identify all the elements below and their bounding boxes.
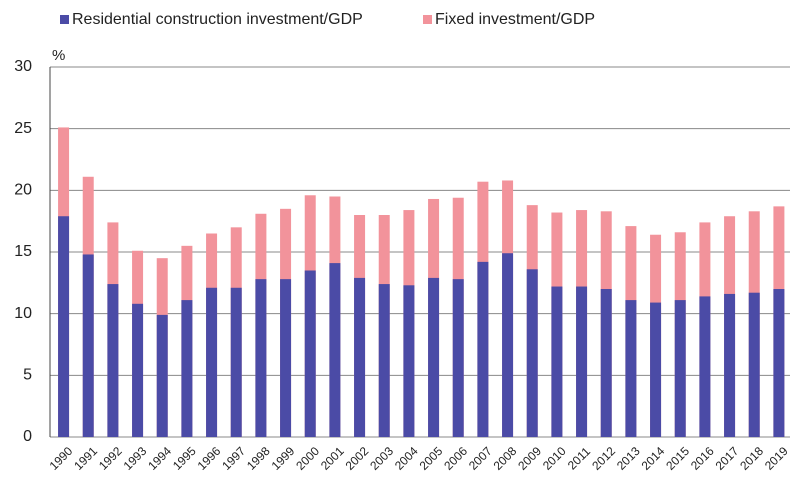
legend-swatch <box>60 15 69 24</box>
bar <box>576 286 588 437</box>
x-tick-label: 2012 <box>589 444 618 473</box>
bar <box>206 287 218 437</box>
bar <box>724 293 736 437</box>
bar <box>551 286 563 437</box>
legend-swatch <box>423 15 432 24</box>
x-tick-label: 2019 <box>762 444 790 473</box>
x-tick-label: 1999 <box>269 444 298 473</box>
bar <box>132 303 144 437</box>
x-tick-label: 2014 <box>639 444 668 473</box>
y-tick-label: 25 <box>14 120 32 137</box>
x-tick-label: 1991 <box>71 444 100 473</box>
x-tick-label: 2013 <box>614 444 643 473</box>
y-tick-label: 30 <box>14 58 32 75</box>
x-tick-label: 1998 <box>244 444 273 473</box>
bar <box>329 263 341 437</box>
bar <box>378 284 390 437</box>
x-tick-label: 2010 <box>540 444 569 473</box>
x-tick-label: 2005 <box>417 444 446 473</box>
y-tick-label: 0 <box>23 428 32 445</box>
legend-label: Residential construction investment/GDP <box>72 11 363 28</box>
x-tick-label: 1996 <box>195 444 224 473</box>
x-tick-label: 2006 <box>441 444 470 473</box>
y-tick-label: 15 <box>14 243 32 260</box>
x-tick-label: 2003 <box>367 444 396 473</box>
bar <box>107 284 119 437</box>
x-tick-label: 2011 <box>565 444 593 472</box>
bar <box>82 254 94 437</box>
bar <box>477 261 489 437</box>
y-tick-label: 10 <box>14 305 32 322</box>
x-tick-label: 1990 <box>47 444 76 473</box>
x-tick-label: 1997 <box>219 444 248 473</box>
x-tick-label: 1995 <box>170 444 199 473</box>
x-tick-label: 2007 <box>466 444 495 473</box>
x-tick-label: 2018 <box>737 444 766 473</box>
bar <box>354 277 366 437</box>
bar <box>156 314 168 437</box>
bar <box>403 285 415 437</box>
x-tick-label: 2017 <box>713 444 742 473</box>
y-tick-label: 5 <box>23 367 32 384</box>
x-tick-label: 2016 <box>688 444 717 473</box>
bar <box>600 289 612 437</box>
bar <box>699 296 711 437</box>
x-tick-label: 2004 <box>392 444 421 473</box>
x-tick-label: 1994 <box>145 444 174 473</box>
x-tick-label: 2002 <box>343 444 372 473</box>
x-tick-label: 2001 <box>318 444 347 473</box>
bar <box>255 279 267 437</box>
x-tick-label: 1993 <box>121 444 150 473</box>
y-tick-label: 20 <box>14 182 32 199</box>
x-tick-label: 2015 <box>663 444 692 473</box>
bar <box>181 300 193 437</box>
bar <box>502 253 514 437</box>
x-tick-label: 2008 <box>491 444 520 473</box>
bar <box>625 300 637 437</box>
x-tick-label: 2000 <box>293 444 322 473</box>
bar <box>280 279 292 437</box>
bar <box>748 292 760 437</box>
x-tick-label: 2009 <box>515 444 544 473</box>
bar <box>674 300 686 437</box>
bar <box>526 269 538 437</box>
bar <box>773 289 785 437</box>
bar <box>452 279 464 437</box>
bar <box>650 302 662 437</box>
legend-label: Fixed investment/GDP <box>435 11 595 28</box>
bar <box>304 270 316 437</box>
bar <box>428 277 440 437</box>
y-axis-label: % <box>52 47 65 64</box>
x-tick-label: 1992 <box>96 444 125 473</box>
bar <box>230 287 242 437</box>
bar <box>58 216 70 437</box>
